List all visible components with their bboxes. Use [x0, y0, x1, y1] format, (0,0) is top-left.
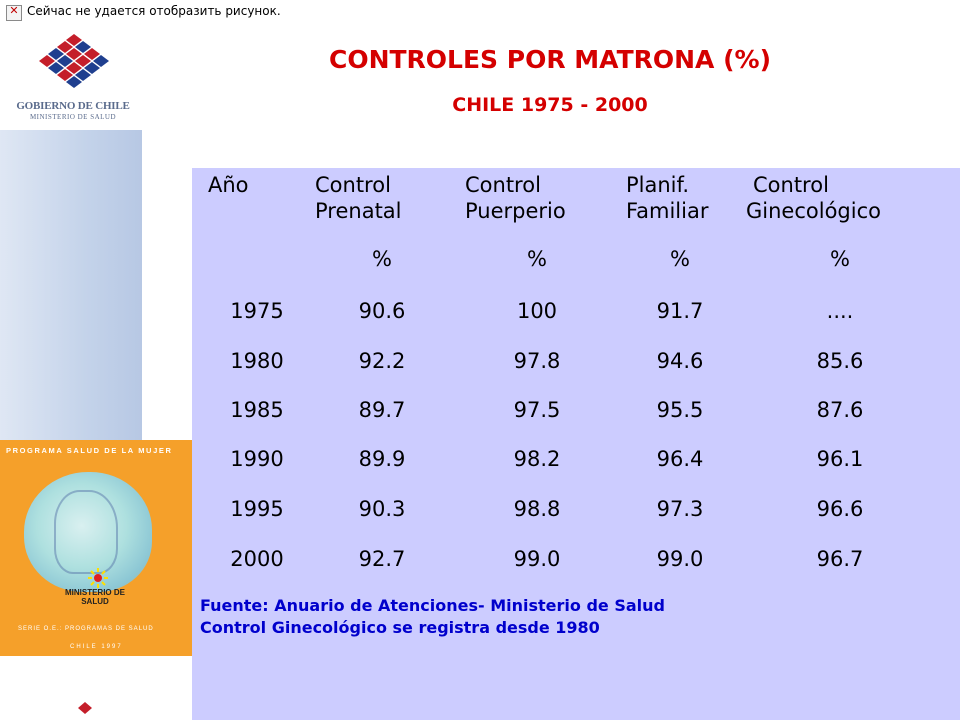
- table-cell: 99.0: [513, 547, 561, 571]
- book-cover-year: CHILE 1997: [70, 644, 123, 650]
- table-cell: 98.2: [513, 447, 561, 471]
- table-cell: 97.3: [656, 497, 704, 521]
- data-table-panel: Año Control Prenatal Control Puerperio Pla…: [192, 168, 960, 720]
- gobierno-name: GOBIERNO DE CHILE: [16, 100, 130, 112]
- ministerio-subtitle: MINISTERIO DE SALUD: [29, 113, 117, 121]
- table-cell: 90.6: [358, 299, 406, 323]
- page-title: CONTROLES POR MATRONA (%): [328, 45, 772, 74]
- page-subtitle: CHILE 1975 - 2000: [452, 94, 648, 116]
- header-prenatal: Control Prenatal: [315, 173, 402, 223]
- table-cell: 97.8: [513, 349, 561, 373]
- table-cell: 2000: [230, 547, 284, 571]
- footnote-source: Fuente: Anuario de Atenciones- Ministeri…: [200, 596, 665, 615]
- table-cell: 1980: [230, 349, 284, 373]
- table-cell: 91.7: [656, 299, 704, 323]
- gobierno-logo-icon: [39, 34, 109, 88]
- unit-ginecologico: %: [830, 247, 850, 271]
- table-cell: 94.6: [656, 349, 704, 373]
- header-year: Año: [208, 173, 249, 197]
- table-cell: 97.5: [513, 398, 561, 422]
- sun-logo-icon: [88, 568, 108, 588]
- broken-image-text: Сейчас не удается отобразить рисунок.: [27, 4, 281, 18]
- cover-artwork: [24, 472, 152, 592]
- unit-prenatal: %: [372, 247, 392, 271]
- table-cell: 96.6: [816, 497, 864, 521]
- table-cell: 1995: [230, 497, 284, 521]
- table-cell: ....: [826, 299, 854, 323]
- small-logo-icon: [78, 702, 92, 714]
- unit-planif: %: [670, 247, 690, 271]
- footnote-ginecologico: Control Ginecológico se registra desde 1…: [200, 618, 600, 637]
- header-planif-familiar: Planif. Familiar: [626, 173, 709, 223]
- book-cover-image: PROGRAMA SALUD DE LA MUJER MINISTERIO DE…: [0, 440, 192, 656]
- table-cell: 89.9: [358, 447, 406, 471]
- table-cell: 98.8: [513, 497, 561, 521]
- header-ginecologico: Control Ginecológico: [746, 173, 881, 223]
- table-cell: 1975: [230, 299, 284, 323]
- table-cell: 1985: [230, 398, 284, 422]
- table-cell: 90.3: [358, 497, 406, 521]
- unit-puerperio: %: [527, 247, 547, 271]
- header-puerperio: Control Puerperio: [465, 173, 566, 223]
- table-cell: 96.1: [816, 447, 864, 471]
- table-cell: 1990: [230, 447, 284, 471]
- table-cell: 99.0: [656, 547, 704, 571]
- table-cell: 92.2: [358, 349, 406, 373]
- book-cover-ministry: MINISTERIO DE SALUD: [64, 588, 125, 606]
- table-cell: 95.5: [656, 398, 704, 422]
- logo-area: Сейчас не удается отобразить рисунок. GO…: [0, 0, 281, 130]
- bottom-left-strip: [0, 656, 192, 720]
- table-cell: 85.6: [816, 349, 864, 373]
- table-cell: 96.4: [656, 447, 704, 471]
- table-cell: 92.7: [358, 547, 406, 571]
- broken-image-icon: [6, 4, 22, 21]
- table-cell: 87.6: [816, 398, 864, 422]
- table-cell: 96.7: [816, 547, 864, 571]
- table-cell: 100: [516, 299, 558, 323]
- book-cover-series: SERIE O.E.: PROGRAMAS DE SALUD: [18, 626, 154, 632]
- book-cover-title: PROGRAMA SALUD DE LA MUJER: [6, 446, 173, 455]
- table-cell: 89.7: [358, 398, 406, 422]
